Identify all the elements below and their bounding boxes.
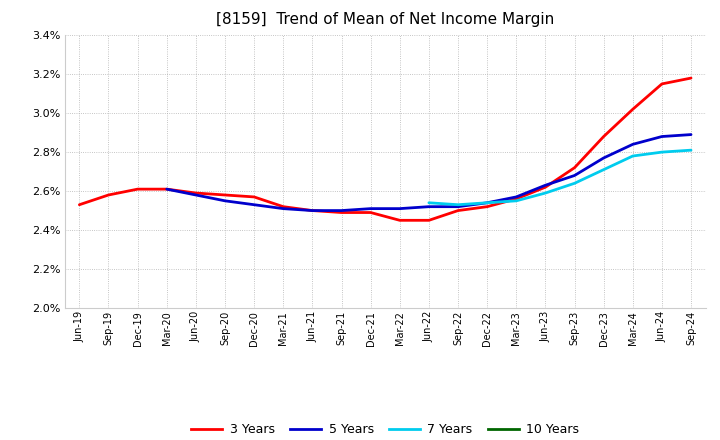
5 Years [308, 208, 317, 213]
5 Years [279, 206, 287, 211]
3 Years [454, 208, 462, 213]
Legend: 3 Years, 5 Years, 7 Years, 10 Years: 3 Years, 5 Years, 7 Years, 10 Years [186, 418, 585, 440]
3 Years [75, 202, 84, 207]
5 Years [163, 187, 171, 192]
7 Years [512, 198, 521, 203]
5 Years [570, 173, 579, 178]
3 Years [512, 196, 521, 202]
3 Years [599, 134, 608, 139]
7 Years [687, 147, 696, 153]
3 Years [366, 210, 375, 215]
3 Years [337, 210, 346, 215]
3 Years [570, 165, 579, 170]
3 Years [629, 106, 637, 112]
Title: [8159]  Trend of Mean of Net Income Margin: [8159] Trend of Mean of Net Income Margi… [216, 12, 554, 27]
5 Years [483, 200, 492, 205]
5 Years [220, 198, 229, 203]
5 Years [425, 204, 433, 209]
Line: 7 Years: 7 Years [429, 150, 691, 205]
3 Years [250, 194, 258, 200]
3 Years [541, 184, 550, 190]
Line: 5 Years: 5 Years [167, 135, 691, 211]
5 Years [629, 142, 637, 147]
3 Years [308, 208, 317, 213]
3 Years [163, 187, 171, 192]
7 Years [454, 202, 462, 207]
3 Years [657, 81, 666, 87]
5 Years [657, 134, 666, 139]
7 Years [541, 191, 550, 196]
5 Years [454, 204, 462, 209]
3 Years [104, 192, 113, 198]
7 Years [425, 200, 433, 205]
5 Years [541, 183, 550, 188]
7 Years [629, 154, 637, 159]
5 Years [687, 132, 696, 137]
5 Years [337, 208, 346, 213]
Line: 3 Years: 3 Years [79, 78, 691, 220]
7 Years [570, 181, 579, 186]
5 Years [250, 202, 258, 207]
5 Years [599, 155, 608, 161]
7 Years [483, 200, 492, 205]
3 Years [425, 218, 433, 223]
5 Years [395, 206, 404, 211]
3 Years [192, 191, 200, 196]
3 Years [687, 75, 696, 81]
3 Years [279, 204, 287, 209]
7 Years [599, 167, 608, 172]
5 Years [512, 194, 521, 200]
5 Years [192, 192, 200, 198]
3 Years [220, 192, 229, 198]
3 Years [133, 187, 142, 192]
3 Years [395, 218, 404, 223]
3 Years [483, 204, 492, 209]
7 Years [657, 150, 666, 155]
5 Years [366, 206, 375, 211]
